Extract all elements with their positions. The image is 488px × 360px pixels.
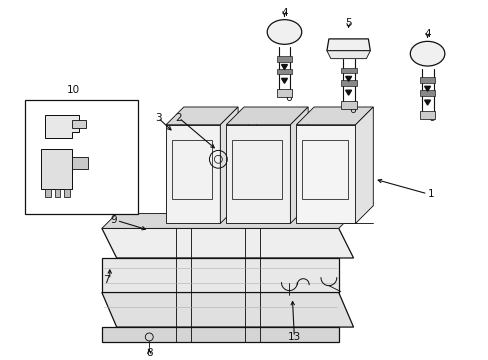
Polygon shape: [290, 107, 307, 224]
Polygon shape: [44, 189, 50, 197]
Polygon shape: [419, 90, 435, 96]
Polygon shape: [276, 89, 292, 97]
Polygon shape: [326, 51, 369, 59]
Bar: [25, 100, 138, 213]
Polygon shape: [41, 149, 72, 189]
Polygon shape: [166, 125, 220, 224]
Polygon shape: [345, 90, 351, 95]
Text: 4: 4: [281, 8, 287, 18]
Polygon shape: [166, 107, 238, 125]
Polygon shape: [102, 293, 353, 327]
Polygon shape: [281, 78, 287, 83]
Polygon shape: [226, 107, 307, 125]
Polygon shape: [276, 68, 292, 75]
Polygon shape: [340, 80, 356, 86]
Polygon shape: [419, 111, 435, 119]
Text: 7: 7: [103, 275, 110, 285]
Polygon shape: [102, 213, 353, 228]
Text: 6: 6: [427, 113, 434, 123]
Polygon shape: [72, 120, 86, 128]
Polygon shape: [102, 258, 338, 293]
Bar: [232, 140, 282, 199]
Text: 10: 10: [66, 85, 80, 95]
Ellipse shape: [266, 20, 301, 44]
Polygon shape: [72, 157, 88, 169]
Text: 12: 12: [117, 123, 130, 133]
Text: 4: 4: [424, 29, 430, 39]
Polygon shape: [220, 107, 238, 224]
Polygon shape: [281, 64, 287, 69]
Polygon shape: [64, 189, 70, 197]
Polygon shape: [345, 76, 351, 81]
Text: 9: 9: [110, 216, 117, 225]
Bar: [172, 140, 212, 199]
Polygon shape: [424, 86, 429, 91]
Polygon shape: [340, 68, 356, 73]
Text: 11: 11: [117, 169, 130, 179]
Polygon shape: [296, 125, 355, 224]
Polygon shape: [276, 56, 292, 62]
Text: 5: 5: [345, 18, 351, 28]
Polygon shape: [340, 101, 356, 109]
Polygon shape: [226, 125, 290, 224]
Polygon shape: [102, 228, 353, 258]
Polygon shape: [419, 77, 435, 83]
Polygon shape: [54, 189, 61, 197]
Polygon shape: [102, 327, 338, 342]
Bar: [302, 140, 347, 199]
Text: 8: 8: [145, 348, 152, 358]
Polygon shape: [326, 39, 369, 51]
Text: 6: 6: [348, 105, 355, 115]
Text: 13: 13: [287, 332, 300, 342]
Polygon shape: [296, 107, 372, 125]
Text: 1: 1: [427, 189, 433, 199]
Polygon shape: [355, 107, 372, 224]
Polygon shape: [424, 100, 429, 105]
Text: 6: 6: [285, 93, 291, 103]
Polygon shape: [44, 115, 79, 138]
Ellipse shape: [409, 41, 444, 66]
Text: 3: 3: [155, 113, 161, 123]
Text: 2: 2: [175, 113, 182, 123]
